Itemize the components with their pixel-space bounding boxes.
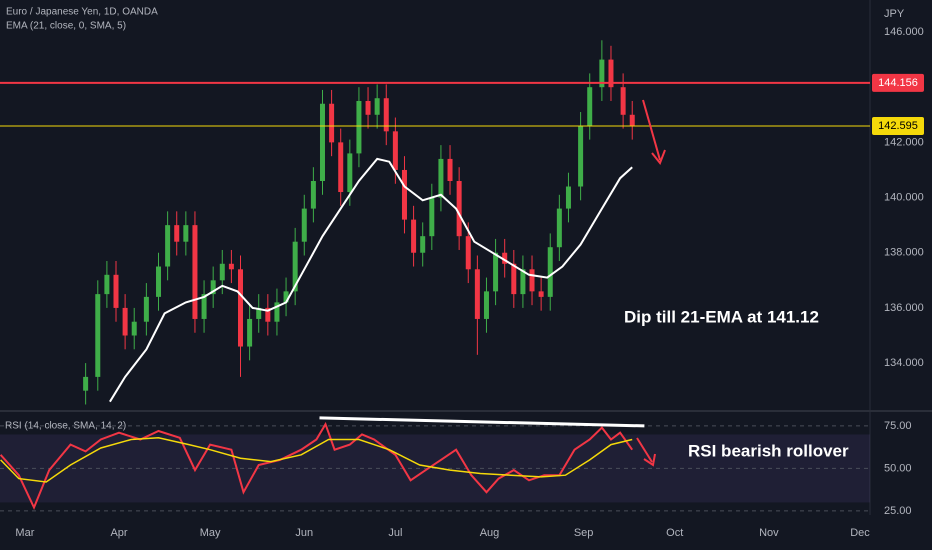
candle-body (401, 169, 407, 220)
chart-title: Euro / Japanese Yen, 1D, OANDA (6, 7, 158, 18)
x-tick-label: Nov (759, 527, 779, 539)
x-tick-label: Sep (574, 527, 594, 539)
candle-body (83, 376, 89, 391)
candle-body (301, 208, 307, 242)
candle-body (265, 307, 271, 322)
candle-body (219, 263, 225, 281)
x-tick-label: Apr (110, 527, 127, 539)
candle-body (465, 236, 471, 270)
rsi-line (0, 421, 634, 510)
candle-body (493, 252, 499, 292)
candle-body (374, 98, 380, 115)
price-label-box (872, 73, 924, 92)
x-tick-label: Dec (850, 527, 870, 539)
candle-body (599, 59, 605, 88)
candle-body (429, 197, 435, 237)
candle-body (356, 100, 362, 154)
y-tick-label: 138.000 (884, 247, 924, 259)
candle-body (511, 263, 517, 295)
ema-line (109, 157, 633, 403)
candle-body (165, 225, 171, 267)
candle-body (383, 98, 389, 132)
candle-body (365, 100, 371, 115)
price-label: 142.595 (878, 120, 918, 132)
candle-body (274, 302, 280, 322)
candle-body (238, 269, 244, 347)
y-tick-label: 142.000 (884, 136, 924, 148)
candle-body (210, 280, 216, 295)
candle-body (122, 307, 128, 336)
candle-body (578, 125, 584, 187)
candle-body (292, 241, 298, 292)
candle-body (547, 247, 553, 297)
candle-body (392, 131, 398, 170)
candle-body (620, 87, 626, 115)
rsi-annotation: RSI bearish rollover (688, 441, 849, 460)
rsi-arrow (636, 437, 656, 467)
candle-body (483, 291, 489, 319)
candle-body (347, 153, 353, 193)
candle-body (520, 269, 526, 295)
candle-body (143, 296, 149, 322)
candle-body (329, 103, 335, 143)
candle-body (283, 291, 289, 303)
candle-body (447, 158, 453, 181)
x-tick-label: Jul (388, 527, 402, 539)
candle-body (131, 321, 137, 336)
plot-layer: Mar Apr May Jun Jul Aug Sep Oct Nov Dec 134.000 136… (0, 26, 924, 539)
candle-body (192, 225, 198, 319)
x-tick-label: Jun (295, 527, 313, 539)
candle-body (538, 291, 544, 297)
candle-body (156, 266, 162, 297)
candle-body (174, 225, 180, 242)
price-label-box (872, 116, 924, 135)
arrow (642, 99, 666, 165)
candle-body (183, 225, 189, 242)
y-tick-label: 50.00 (884, 462, 912, 474)
candle-body (319, 103, 325, 181)
currency-label: JPY (884, 8, 905, 20)
y-tick-label: 136.000 (884, 302, 924, 314)
candle-body (256, 307, 262, 319)
candle-body (456, 180, 462, 237)
candle-body (556, 208, 562, 248)
price-label: 144.156 (878, 77, 918, 89)
candle-body (104, 274, 110, 295)
y-tick-label: 75.00 (884, 420, 912, 432)
y-tick-label: 25.00 (884, 505, 912, 517)
x-tick-label: May (200, 527, 221, 539)
candle-body (474, 269, 480, 319)
rsi-label: RSI (14, close, SMA, 14, 2) (5, 421, 126, 432)
candle-body (438, 158, 444, 198)
candle-body (310, 180, 316, 209)
candle-body (565, 186, 571, 209)
candle-body (608, 59, 614, 88)
candle-body (411, 219, 417, 253)
x-tick-label: Aug (480, 527, 500, 539)
candle-body (247, 318, 253, 347)
candle-body (502, 252, 508, 264)
y-tick-label: 146.000 (884, 26, 924, 38)
candle-body (420, 236, 426, 253)
candle-body (338, 142, 344, 193)
candle-body (201, 294, 207, 319)
trendline (319, 416, 645, 428)
x-tick-label: Mar (15, 527, 34, 539)
indicator-label: EMA (21, close, 0, SMA, 5) (6, 21, 126, 32)
x-tick-label: Oct (666, 527, 683, 539)
y-tick-label: 134.000 (884, 357, 924, 369)
y-tick-label: 140.000 (884, 191, 924, 203)
candle-body (529, 269, 535, 292)
candle-body (95, 294, 101, 377)
candle-body (113, 274, 119, 308)
candle-body (228, 263, 234, 270)
candle-body (587, 87, 593, 126)
annotation: Dip till 21-EMA at 141.12 (624, 307, 819, 326)
candle-body (629, 114, 635, 126)
rsi-line (0, 437, 633, 483)
